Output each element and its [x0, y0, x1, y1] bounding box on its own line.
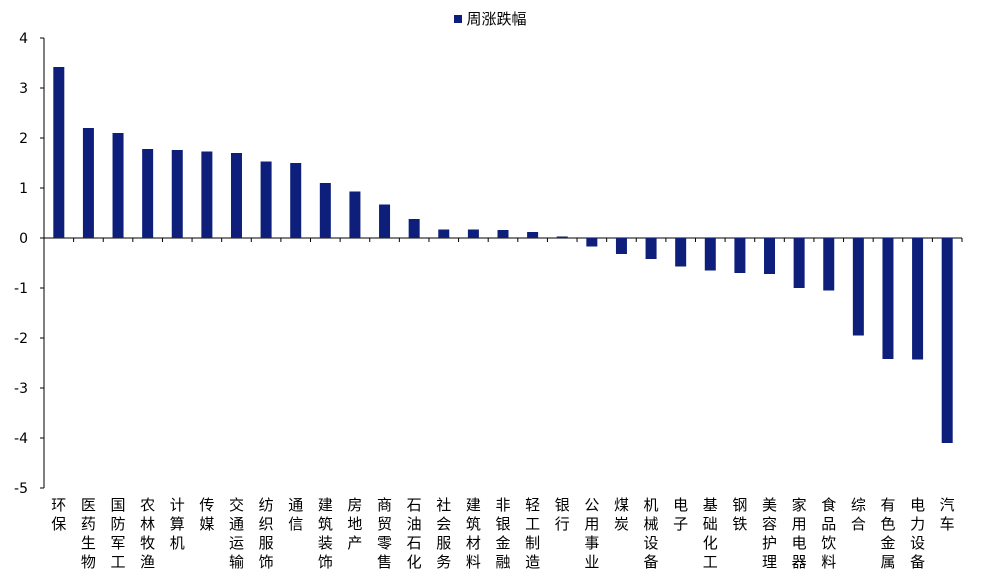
bar [882, 238, 894, 359]
x-tick-label: 家用电器 [792, 496, 807, 571]
x-tick-label: 农林牧渔 [140, 496, 155, 571]
x-tick-label: 电子 [673, 496, 688, 533]
bar [201, 151, 213, 238]
bar [142, 149, 154, 238]
x-tick-label: 有色金属 [880, 496, 895, 571]
x-tick-label: 传媒 [199, 496, 214, 533]
y-tick-label: 3 [19, 81, 28, 97]
x-tick-label: 建筑装饰 [318, 496, 333, 571]
x-tick-label: 通信 [288, 496, 303, 533]
x-tick-label: 基础化工 [703, 496, 718, 571]
bar [112, 133, 124, 238]
bar [349, 191, 361, 238]
bar [379, 204, 391, 238]
bar [586, 238, 598, 247]
bar [823, 238, 835, 291]
bar [497, 230, 509, 238]
x-tick-label: 机械设备 [644, 496, 659, 571]
x-tick-label: 建筑材料 [466, 496, 481, 571]
y-tick-label: 4 [19, 31, 28, 47]
bar [171, 150, 183, 238]
x-tick-label: 汽车 [940, 496, 955, 533]
x-axis-labels: 环保医药生物国防军工农林牧渔计算机传媒交通运输纺织服饰通信建筑装饰房地产商贸零售… [51, 496, 954, 571]
bar [319, 183, 331, 238]
x-tick-label: 房地产 [347, 496, 362, 552]
x-tick-label: 商贸零售 [377, 496, 392, 571]
bar [704, 238, 716, 271]
bar [852, 238, 864, 336]
x-tick-label: 煤炭 [614, 496, 629, 533]
bar [615, 238, 627, 254]
y-tick-label: -4 [14, 431, 28, 447]
bar [408, 219, 420, 238]
x-tick-label: 综合 [851, 496, 866, 533]
bar [675, 238, 687, 267]
y-tick-label: -1 [14, 281, 28, 297]
x-tick-label: 环保 [51, 496, 66, 533]
y-tick-label: -3 [14, 381, 28, 397]
chart-legend: 周涨跌幅 [0, 8, 981, 29]
x-tick-label: 石油石化 [407, 496, 422, 571]
y-tick-label: -2 [14, 331, 28, 347]
bar [764, 238, 776, 274]
legend-swatch [454, 14, 463, 23]
x-tick-label: 计算机 [170, 496, 185, 552]
bar [467, 229, 479, 238]
bar [290, 163, 302, 238]
x-tick-label: 社会服务 [436, 496, 451, 571]
y-tick-label: 2 [19, 131, 28, 147]
x-tick-label: 公用事业 [584, 496, 599, 571]
bar [734, 238, 746, 273]
y-axis-ticks: 4 3 2 1 0 -1 -2 -3 -4 -5 [14, 31, 44, 497]
x-tick-label: 轻工制造 [525, 496, 540, 571]
chart-bars [53, 67, 953, 443]
x-tick-label: 美容护理 [762, 496, 777, 571]
x-tick-label: 纺织服饰 [259, 496, 274, 571]
y-tick-label: 0 [19, 231, 28, 247]
bar [912, 238, 924, 360]
bar [438, 229, 450, 238]
x-tick-label: 非银金融 [495, 496, 510, 571]
bar [527, 232, 539, 238]
x-tick-label: 医药生物 [81, 496, 96, 571]
x-tick-label: 钢铁 [732, 496, 747, 533]
bar [230, 153, 242, 238]
x-tick-label: 食品饮料 [821, 496, 836, 571]
bar [793, 238, 805, 288]
x-tick-label: 交通运输 [229, 496, 244, 571]
bar [82, 128, 94, 238]
legend-label: 周涨跌幅 [466, 10, 527, 28]
bar [556, 236, 568, 238]
bar [260, 161, 272, 238]
x-tick-label: 电力设备 [910, 496, 925, 571]
x-tick-label: 银行 [555, 496, 570, 533]
bar [53, 67, 65, 238]
y-tick-label: -5 [14, 481, 28, 497]
x-tick-label: 国防军工 [111, 496, 126, 571]
y-tick-label: 1 [19, 181, 28, 197]
bar [645, 238, 657, 259]
bar [941, 238, 953, 443]
